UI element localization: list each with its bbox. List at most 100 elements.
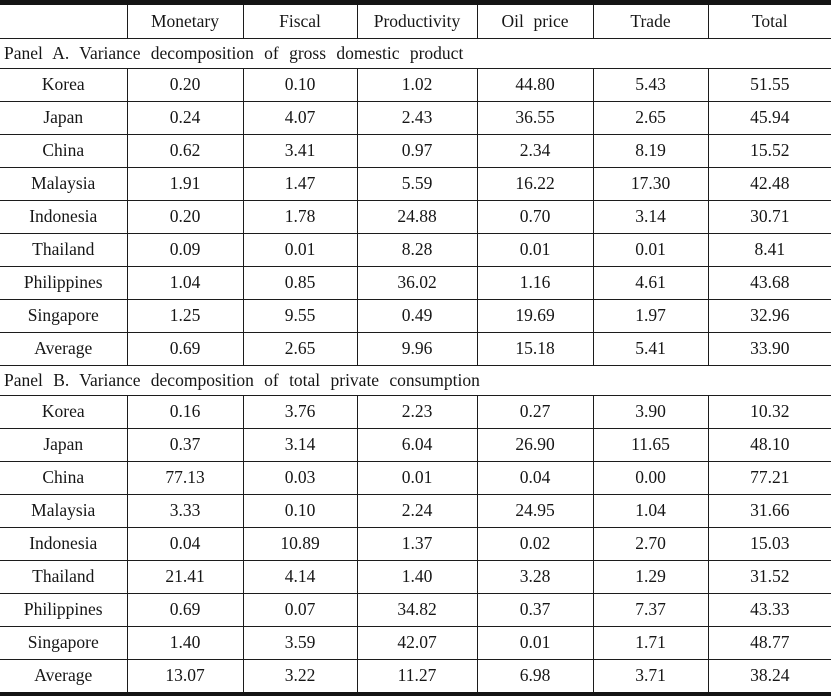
value-cell: 3.41 xyxy=(242,134,358,168)
value-cell: 1.04 xyxy=(592,494,709,528)
value-cell: 4.14 xyxy=(242,560,358,594)
row-label: Philippines xyxy=(0,593,128,627)
table-row: Malaysia 3.33 0.10 2.24 24.95 1.04 31.66 xyxy=(0,494,831,528)
value-cell: 0.16 xyxy=(126,395,244,429)
value-cell: 4.61 xyxy=(592,266,709,300)
value-cell: 15.52 xyxy=(707,134,831,168)
value-cell: 3.14 xyxy=(242,428,358,462)
value-cell: 0.10 xyxy=(242,68,358,102)
value-cell: 0.69 xyxy=(126,332,244,366)
table-row: Japan 0.37 3.14 6.04 26.90 11.65 48.10 xyxy=(0,428,831,462)
value-cell: 1.29 xyxy=(592,560,709,594)
value-cell: 1.40 xyxy=(356,560,478,594)
table-row: Average 0.69 2.65 9.96 15.18 5.41 33.90 xyxy=(0,332,831,366)
value-cell: 17.30 xyxy=(592,167,709,201)
value-cell: 24.88 xyxy=(356,200,478,234)
value-cell: 0.04 xyxy=(476,461,594,495)
value-cell: 1.47 xyxy=(242,167,358,201)
row-label: Philippines xyxy=(0,266,128,300)
value-cell: 0.02 xyxy=(476,527,594,561)
row-label: Singapore xyxy=(0,626,128,660)
value-cell: 30.71 xyxy=(707,200,831,234)
column-header-empty xyxy=(0,2,128,39)
value-cell: 33.90 xyxy=(707,332,831,366)
value-cell: 0.69 xyxy=(126,593,244,627)
value-cell: 0.01 xyxy=(592,233,709,267)
value-cell: 0.04 xyxy=(126,527,244,561)
column-header-productivity: Productivity xyxy=(356,2,478,39)
value-cell: 1.25 xyxy=(126,299,244,333)
value-cell: 36.55 xyxy=(476,101,594,135)
table-row: Average 13.07 3.22 11.27 6.98 3.71 38.24 xyxy=(0,659,831,695)
value-cell: 2.34 xyxy=(476,134,594,168)
row-label: Korea xyxy=(0,395,128,429)
value-cell: 2.65 xyxy=(242,332,358,366)
column-header-fiscal: Fiscal xyxy=(242,2,358,39)
value-cell: 1.40 xyxy=(126,626,244,660)
value-cell: 1.16 xyxy=(476,266,594,300)
value-cell: 24.95 xyxy=(476,494,594,528)
value-cell: 0.49 xyxy=(356,299,478,333)
row-label: Korea xyxy=(0,68,128,102)
value-cell: 1.04 xyxy=(126,266,244,300)
value-cell: 3.22 xyxy=(242,659,358,695)
value-cell: 11.65 xyxy=(592,428,709,462)
value-cell: 0.00 xyxy=(592,461,709,495)
value-cell: 0.01 xyxy=(242,233,358,267)
value-cell: 0.01 xyxy=(476,626,594,660)
value-cell: 3.71 xyxy=(592,659,709,695)
column-header-total: Total xyxy=(707,2,831,39)
value-cell: 5.43 xyxy=(592,68,709,102)
row-label: Malaysia xyxy=(0,494,128,528)
value-cell: 3.14 xyxy=(592,200,709,234)
value-cell: 0.01 xyxy=(356,461,478,495)
panel-title: Panel B. Variance decomposition of total… xyxy=(0,365,831,396)
value-cell: 0.03 xyxy=(242,461,358,495)
value-cell: 0.09 xyxy=(126,233,244,267)
value-cell: 0.24 xyxy=(126,101,244,135)
table-row: Korea 0.16 3.76 2.23 0.27 3.90 10.32 xyxy=(0,395,831,429)
value-cell: 10.32 xyxy=(707,395,831,429)
value-cell: 0.62 xyxy=(126,134,244,168)
value-cell: 42.07 xyxy=(356,626,478,660)
table-row: Singapore 1.40 3.59 42.07 0.01 1.71 48.77 xyxy=(0,626,831,660)
table-row: Thailand 0.09 0.01 8.28 0.01 0.01 8.41 xyxy=(0,233,831,267)
table-row: Singapore 1.25 9.55 0.49 19.69 1.97 32.96 xyxy=(0,299,831,333)
value-cell: 21.41 xyxy=(126,560,244,594)
value-cell: 48.77 xyxy=(707,626,831,660)
value-cell: 6.04 xyxy=(356,428,478,462)
table-row: Malaysia 1.91 1.47 5.59 16.22 17.30 42.48 xyxy=(0,167,831,201)
value-cell: 5.41 xyxy=(592,332,709,366)
column-header-trade: Trade xyxy=(592,2,709,39)
value-cell: 0.20 xyxy=(126,68,244,102)
value-cell: 0.70 xyxy=(476,200,594,234)
value-cell: 0.97 xyxy=(356,134,478,168)
table-row: Indonesia 0.04 10.89 1.37 0.02 2.70 15.03 xyxy=(0,527,831,561)
table-row: Thailand 21.41 4.14 1.40 3.28 1.29 31.52 xyxy=(0,560,831,594)
value-cell: 45.94 xyxy=(707,101,831,135)
table-row: China 0.62 3.41 0.97 2.34 8.19 15.52 xyxy=(0,134,831,168)
row-label: Thailand xyxy=(0,233,128,267)
value-cell: 1.78 xyxy=(242,200,358,234)
value-cell: 51.55 xyxy=(707,68,831,102)
value-cell: 5.59 xyxy=(356,167,478,201)
row-label: Thailand xyxy=(0,560,128,594)
value-cell: 13.07 xyxy=(126,659,244,695)
value-cell: 31.66 xyxy=(707,494,831,528)
row-label: Average xyxy=(0,332,128,366)
value-cell: 48.10 xyxy=(707,428,831,462)
row-label: Indonesia xyxy=(0,527,128,561)
value-cell: 4.07 xyxy=(242,101,358,135)
value-cell: 9.96 xyxy=(356,332,478,366)
value-cell: 8.41 xyxy=(707,233,831,267)
value-cell: 8.28 xyxy=(356,233,478,267)
table-row: Indonesia 0.20 1.78 24.88 0.70 3.14 30.71 xyxy=(0,200,831,234)
value-cell: 1.37 xyxy=(356,527,478,561)
value-cell: 34.82 xyxy=(356,593,478,627)
value-cell: 0.01 xyxy=(476,233,594,267)
row-label: China xyxy=(0,461,128,495)
value-cell: 9.55 xyxy=(242,299,358,333)
value-cell: 2.70 xyxy=(592,527,709,561)
value-cell: 0.37 xyxy=(126,428,244,462)
